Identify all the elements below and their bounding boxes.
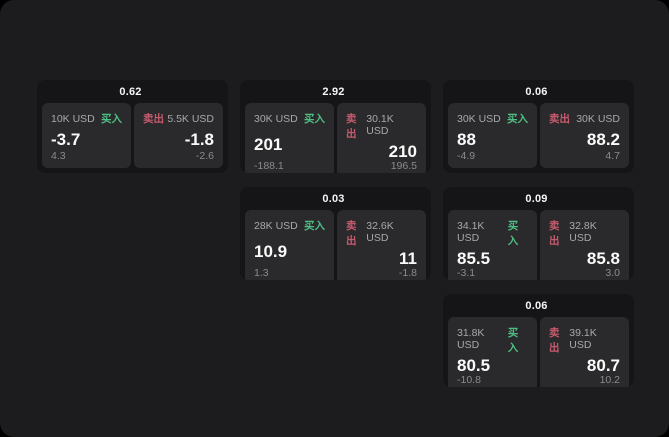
sell-panel[interactable]: 卖出 30K USD 88.2 4.7 <box>540 103 629 168</box>
sell-amount-label: 32.8K USD <box>569 220 597 244</box>
buy-amount-label: 10K USD <box>51 113 95 125</box>
buy-price-value: 201 <box>254 134 283 154</box>
sell-side-label: 卖出 <box>346 113 357 140</box>
buy-panel-top: 30K USD 买入 <box>254 111 325 126</box>
buy-price-value: 85.5 <box>457 249 491 268</box>
spread-value: 0.09 <box>525 192 548 205</box>
spread-header: 0.06 <box>443 80 634 103</box>
buy-delta-value: 4.3 <box>51 150 66 162</box>
sell-side-label: 卖出 <box>549 113 570 125</box>
sell-delta-value: -2.6 <box>195 150 214 162</box>
sell-delta-value: 3.0 <box>605 267 620 279</box>
sell-panel-top: 卖出 32.6K USD <box>346 218 417 248</box>
sell-panel[interactable]: 卖出 32.8K USD 85.8 3.0 <box>540 210 629 280</box>
buy-delta-value: 1.3 <box>254 267 269 279</box>
sell-side-label: 卖出 <box>549 327 560 354</box>
sell-panel-top: 卖出 39.1K USD <box>549 325 620 355</box>
buy-panel-top: 28K USD 买入 <box>254 218 325 233</box>
buy-panel-top: 30K USD 买入 <box>457 111 528 126</box>
sell-price-value: 11 <box>399 249 417 268</box>
buy-panel[interactable]: 30K USD 买入 88 -4.9 <box>448 103 537 168</box>
buy-panel-top: 31.8K USD 买入 <box>457 325 528 355</box>
sell-amount-label: 30.1K USD <box>366 113 394 137</box>
buy-panel[interactable]: 34.1K USD 买入 85.5 -3.1 <box>448 210 537 280</box>
spread-value: 0.06 <box>525 85 548 98</box>
buy-amount-label: 31.8K USD <box>457 327 485 351</box>
buy-delta-value: -4.9 <box>457 150 476 162</box>
quote-body: 30K USD 买入 88 -4.9 卖出 30K USD 88.2 4.7 <box>443 103 634 173</box>
buy-side-label: 买入 <box>507 113 528 125</box>
quote-body: 28K USD 买入 10.9 1.3 卖出 32.6K USD 11 -1.8 <box>240 210 431 280</box>
spread-header: 0.03 <box>240 187 431 210</box>
sell-delta-value: 4.7 <box>605 150 620 162</box>
sell-price-value: 88.2 <box>586 129 620 149</box>
sell-panel-top: 卖出 30.1K USD <box>346 111 417 141</box>
buy-panel[interactable]: 28K USD 买入 10.9 1.3 <box>245 210 334 280</box>
buy-side-label: 买入 <box>304 113 325 125</box>
buy-panel-top: 34.1K USD 买入 <box>457 218 528 248</box>
sell-price-value: 80.7 <box>586 356 620 375</box>
sell-side-label: 卖出 <box>346 220 357 247</box>
spread-value: 0.06 <box>525 299 548 312</box>
quote-card: 2.92 30K USD 买入 201 -188.1 卖出 30.1K USD … <box>240 80 431 173</box>
sell-delta-value: -1.8 <box>398 267 417 279</box>
buy-panel[interactable]: 30K USD 买入 201 -188.1 <box>245 103 334 173</box>
quote-body: 10K USD 买入 -3.7 4.3 卖出 5.5K USD -1.8 -2.… <box>37 103 228 173</box>
quote-card: 0.06 31.8K USD 买入 80.5 -10.8 卖出 39.1K US… <box>443 294 634 387</box>
sell-panel-top: 卖出 30K USD <box>549 111 620 126</box>
spread-value: 2.92 <box>322 85 345 98</box>
spread-header: 0.09 <box>443 187 634 210</box>
sell-delta-value: 10.2 <box>599 374 620 386</box>
quotes-grid: 0.62 10K USD 买入 -3.7 4.3 卖出 5.5K USD -1.… <box>37 80 634 387</box>
buy-price-value: 80.5 <box>457 356 491 375</box>
sell-price-value: 85.8 <box>586 249 620 268</box>
quote-card: 0.03 28K USD 买入 10.9 1.3 卖出 32.6K USD 11… <box>240 187 431 280</box>
sell-panel-top: 卖出 5.5K USD <box>143 111 214 126</box>
sell-amount-label: 30K USD <box>576 113 620 125</box>
buy-amount-label: 28K USD <box>254 220 298 232</box>
sell-panel-top: 卖出 32.8K USD <box>549 218 620 248</box>
quote-card: 0.62 10K USD 买入 -3.7 4.3 卖出 5.5K USD -1.… <box>37 80 228 173</box>
buy-panel[interactable]: 10K USD 买入 -3.7 4.3 <box>42 103 131 168</box>
quote-body: 31.8K USD 买入 80.5 -10.8 卖出 39.1K USD 80.… <box>443 317 634 387</box>
quote-body: 34.1K USD 买入 85.5 -3.1 卖出 32.8K USD 85.8… <box>443 210 634 280</box>
buy-side-label: 买入 <box>507 220 519 247</box>
sell-amount-label: 32.6K USD <box>366 220 394 244</box>
sell-panel[interactable]: 卖出 32.6K USD 11 -1.8 <box>337 210 426 280</box>
buy-side-label: 买入 <box>101 113 122 125</box>
spread-header: 2.92 <box>240 80 431 103</box>
buy-amount-label: 30K USD <box>457 113 501 125</box>
spread-header: 0.62 <box>37 80 228 103</box>
spread-value: 0.62 <box>119 85 142 98</box>
buy-price-value: 10.9 <box>254 241 288 261</box>
buy-side-label: 买入 <box>304 220 325 232</box>
quote-card: 0.06 30K USD 买入 88 -4.9 卖出 30K USD 88.2 … <box>443 80 634 173</box>
buy-amount-label: 34.1K USD <box>457 220 485 244</box>
sell-side-label: 卖出 <box>549 220 560 247</box>
sell-amount-label: 5.5K USD <box>167 113 214 125</box>
buy-price-value: -3.7 <box>51 129 81 149</box>
buy-panel[interactable]: 31.8K USD 买入 80.5 -10.8 <box>448 317 537 387</box>
sell-panel[interactable]: 卖出 5.5K USD -1.8 -2.6 <box>134 103 223 168</box>
spread-value: 0.03 <box>322 192 345 205</box>
quote-body: 30K USD 买入 201 -188.1 卖出 30.1K USD 210 1… <box>240 103 431 173</box>
sell-price-value: -1.8 <box>184 129 214 149</box>
sell-amount-label: 39.1K USD <box>569 327 597 351</box>
buy-side-label: 买入 <box>507 327 519 354</box>
buy-amount-label: 30K USD <box>254 113 298 125</box>
buy-delta-value: -3.1 <box>457 267 476 279</box>
quote-card: 0.09 34.1K USD 买入 85.5 -3.1 卖出 32.8K USD… <box>443 187 634 280</box>
buy-panel-top: 10K USD 买入 <box>51 111 122 126</box>
spread-header: 0.06 <box>443 294 634 317</box>
buy-price-value: 88 <box>457 129 476 149</box>
sell-panel[interactable]: 卖出 39.1K USD 80.7 10.2 <box>540 317 629 387</box>
sell-panel[interactable]: 卖出 30.1K USD 210 196.5 <box>337 103 426 173</box>
sell-price-value: 210 <box>388 142 417 161</box>
sell-delta-value: 196.5 <box>390 160 417 172</box>
buy-delta-value: -188.1 <box>254 160 284 172</box>
buy-delta-value: -10.8 <box>457 374 481 386</box>
sell-side-label: 卖出 <box>143 113 164 125</box>
